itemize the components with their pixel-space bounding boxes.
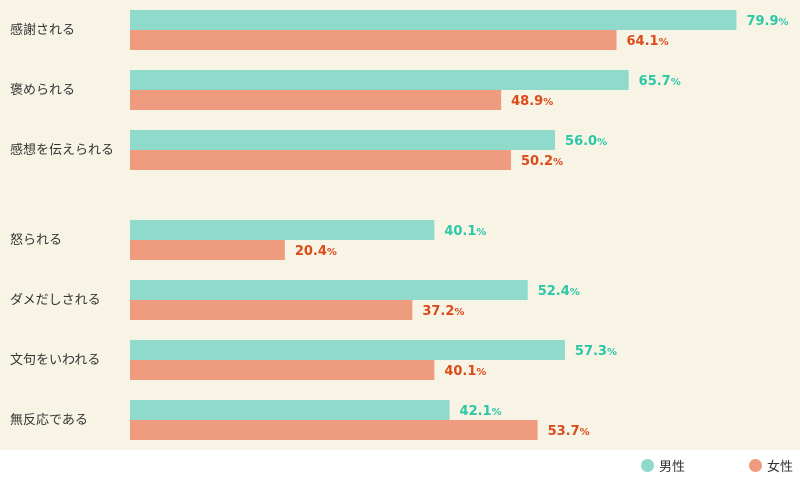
value-label-male: 65.7% — [639, 74, 681, 89]
bar-female — [130, 300, 413, 320]
value-label-male: 57.3% — [575, 344, 617, 359]
value-label-female: 64.1% — [627, 34, 669, 49]
category-label: ダメだしされる — [10, 293, 101, 308]
value-label-male: 79.9% — [746, 14, 788, 29]
legend-swatch-female — [749, 459, 762, 472]
value-label-female: 20.4% — [295, 244, 337, 259]
bar-female — [130, 420, 538, 440]
category-label: 無反応である — [10, 413, 88, 428]
category-label: 文句をいわれる — [10, 353, 100, 368]
bar-female — [130, 240, 285, 260]
legend-label-female: 女性 — [767, 460, 794, 475]
category-label: 褒められる — [10, 83, 75, 98]
category-label: 感謝される — [10, 22, 75, 38]
value-label-male: 42.1% — [460, 404, 502, 419]
chart-area: 感謝される 79.9% 64.1% 褒められる 65.7% 48.9% 感想を伝えられる 56… — [0, 0, 800, 450]
bar-female — [130, 90, 502, 110]
value-label-female: 53.7% — [548, 424, 590, 439]
bar-female — [130, 360, 435, 380]
value-label-male: 40.1% — [444, 224, 486, 239]
bar-female — [130, 150, 512, 170]
bar-male — [130, 70, 629, 90]
legend-swatch-male — [641, 459, 654, 472]
legend: 男性 女性 — [0, 456, 800, 476]
value-label-female: 37.2% — [422, 304, 464, 319]
category-label: 感想を伝えられる — [10, 142, 114, 158]
value-label-male: 52.4% — [538, 284, 580, 299]
legend-label-male: 男性 — [659, 460, 686, 475]
value-label-female: 50.2% — [521, 154, 563, 169]
bar-male — [130, 400, 450, 420]
value-label-female: 48.9% — [511, 94, 553, 109]
bar-female — [130, 30, 617, 50]
value-label-female: 40.1% — [444, 364, 486, 379]
bar-chart: 感謝される 79.9% 64.1% 褒められる 65.7% 48.9% 感想を伝えられる 56… — [10, 10, 789, 440]
bar-male — [130, 130, 556, 150]
bar-male — [130, 340, 565, 360]
category-label: 怒られる — [10, 233, 62, 248]
bar-male — [130, 10, 737, 30]
bar-male — [130, 220, 435, 240]
value-label-male: 56.0% — [565, 134, 607, 149]
legend-item-female: 女性 — [749, 456, 793, 475]
bar-male — [130, 280, 528, 300]
legend-item-male: 男性 — [641, 456, 685, 475]
